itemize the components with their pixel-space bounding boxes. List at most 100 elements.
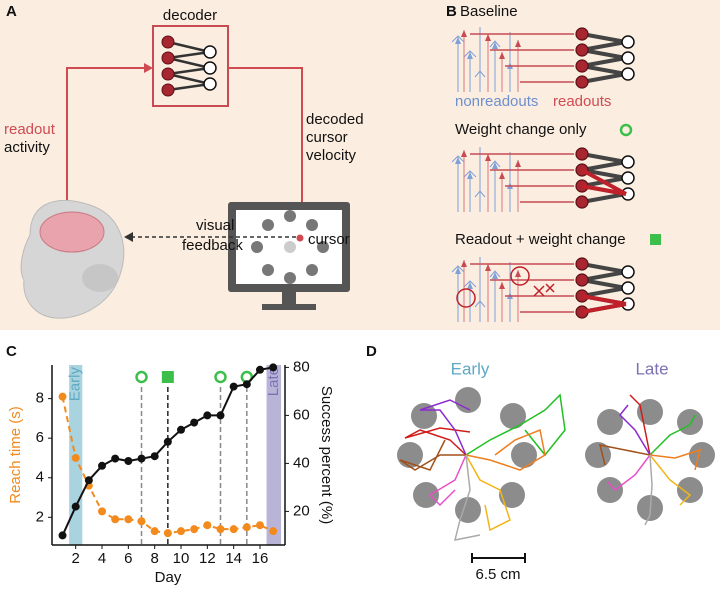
data-point: [124, 515, 133, 524]
y-tick-label: 2: [36, 508, 44, 525]
decoder-network-part: [167, 40, 211, 92]
data-point: [177, 527, 186, 536]
decoder-network-part: [161, 35, 175, 97]
decoder-network-part-part: [167, 66, 211, 76]
readout-changes-part: [510, 266, 530, 286]
decoder-network: [161, 35, 217, 97]
decoder-network-part-part: [161, 35, 175, 49]
readout-label: readout: [4, 121, 56, 138]
data-point: [216, 525, 225, 534]
panel-a: A decoder readout activity decoded curso…: [4, 3, 364, 319]
early-targets-part: [411, 403, 437, 429]
data-point: [137, 517, 146, 526]
panel-b-part-part: [581, 294, 627, 306]
nonreadouts-label: nonreadouts: [455, 93, 538, 110]
data-point: [163, 529, 172, 538]
feedback-label: feedback: [182, 237, 243, 254]
x-tick-label: 4: [98, 550, 106, 567]
y2-tick-label: 20: [293, 502, 310, 519]
late-targets: [585, 399, 715, 521]
decoder-network-part-part: [167, 72, 211, 86]
x-tick-label: 16: [252, 550, 269, 567]
period-band: [266, 365, 282, 545]
data-point: [177, 425, 186, 434]
decoder-network-part-part: [167, 56, 211, 70]
late-trajectories: [598, 394, 702, 526]
data-point: [242, 380, 251, 389]
signal-path: [66, 67, 303, 205]
data-point: [269, 527, 278, 536]
velocity-label: decoded: [306, 111, 364, 128]
baseline-label: Baseline: [460, 3, 518, 20]
panel-b-part: [581, 294, 627, 314]
early-trajectories-part: [465, 428, 546, 471]
decoder-network-part: [203, 45, 217, 91]
panel-b: B Baseline nonreadouts readouts Weight c…: [446, 3, 661, 324]
feedback-arrow-head: [124, 232, 133, 242]
data-point: [150, 527, 159, 536]
event-marker: [161, 371, 174, 383]
changed-weights-part: [581, 168, 627, 196]
readout-weight-icon: [650, 234, 661, 245]
data-point: [84, 476, 93, 485]
readout-changes-part: [456, 288, 476, 308]
period-label: Early: [67, 367, 84, 402]
x-tick-label: 10: [173, 550, 190, 567]
early-targets-part: [500, 403, 526, 429]
early-trajectories: [399, 393, 566, 541]
data-point: [98, 461, 107, 470]
decoder-network-part-part: [161, 51, 175, 65]
y2-tick-label: 40: [293, 454, 310, 471]
x-tick-label: 8: [151, 550, 159, 567]
early-trajectories-part: [404, 427, 471, 456]
panel-label: A: [6, 3, 17, 20]
late-trajectories-part: [607, 454, 651, 492]
decoder-network-part-part: [203, 77, 217, 91]
late-targets-part: [597, 477, 623, 503]
data-point: [216, 411, 225, 420]
panel-label: D: [366, 343, 377, 360]
data-point: [150, 452, 159, 461]
monitor-part: [262, 304, 316, 310]
y-tick-label: 6: [36, 429, 44, 446]
cursor-label: cursor: [308, 231, 350, 248]
x-tick-label: 12: [199, 550, 216, 567]
decoder-box: [152, 25, 229, 107]
monkey-head-part: [82, 264, 118, 292]
panel-label: C: [6, 343, 17, 360]
period-label: Late: [265, 367, 282, 396]
data-point: [190, 525, 199, 534]
y2-tick-label: 60: [293, 406, 310, 423]
early-trajectories-part: [428, 454, 467, 507]
early-trajectories-part: [453, 454, 481, 541]
monitor-part-part: [251, 241, 263, 253]
data-point: [71, 502, 80, 511]
late-targets-part: [637, 399, 663, 425]
data-point: [58, 531, 67, 540]
readouts-label: readouts: [553, 93, 611, 110]
weight-change-icon: [619, 123, 633, 137]
feedback-label: visual: [196, 217, 234, 234]
changed-weights: [581, 168, 627, 196]
early-label: Early: [451, 359, 490, 378]
data-point: [269, 363, 278, 372]
x-tick-label: 6: [124, 550, 132, 567]
decoder-network-part-part: [161, 83, 175, 97]
decoder-network-part-part: [167, 82, 211, 92]
late-trajectories-part: [618, 404, 651, 456]
y-tick-label: 8: [36, 390, 44, 407]
signal-path-part: [228, 67, 303, 205]
early-targets-part: [511, 442, 537, 468]
velocity-label: velocity: [306, 147, 357, 164]
late-trajectories-part: [644, 454, 653, 526]
activity-label: activity: [4, 139, 50, 156]
late-trajectories-part: [598, 444, 651, 466]
weight-change-label: Weight change only: [455, 121, 587, 138]
monitor-part: [251, 210, 329, 284]
data-point: [58, 392, 67, 401]
velocity-label: cursor: [306, 129, 348, 146]
decoder-network-part-part: [167, 40, 211, 54]
early-targets-part: [413, 482, 439, 508]
monitor-part: [284, 241, 296, 253]
